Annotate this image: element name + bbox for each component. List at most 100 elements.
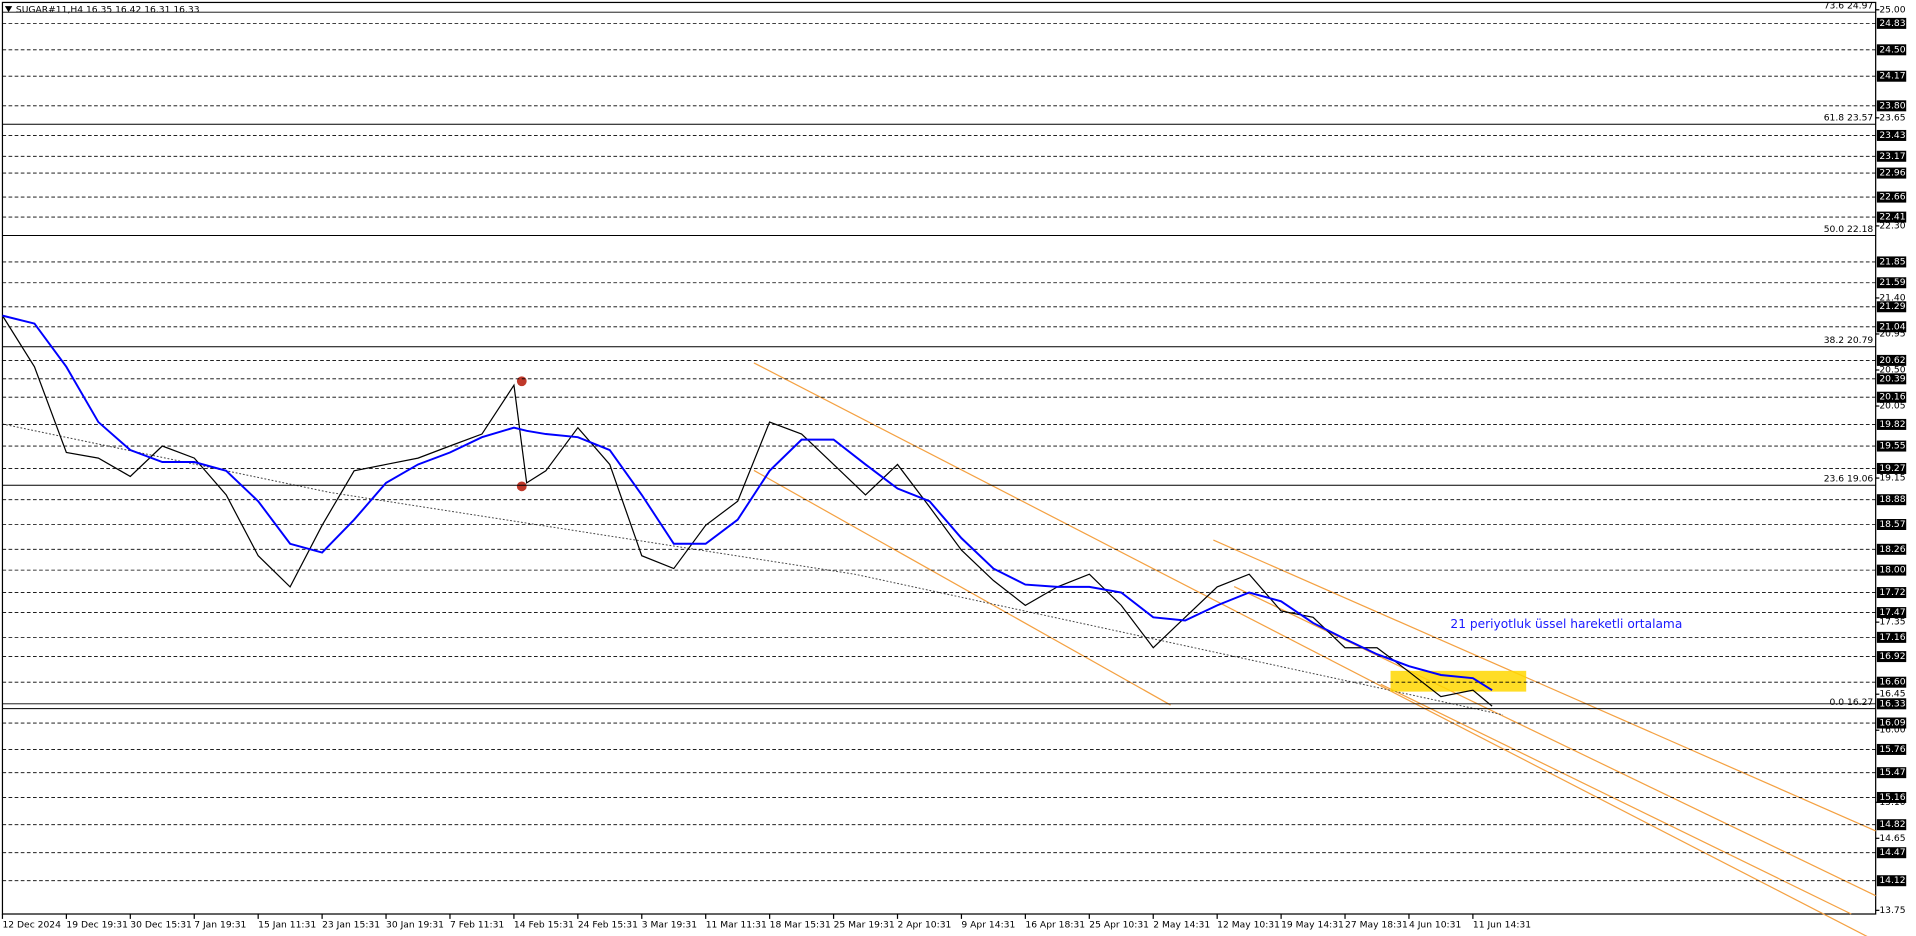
x-tick-label: 2 Apr 10:31 [898, 920, 952, 931]
level-label: 18.26 [1879, 544, 1905, 555]
level-label-box [1876, 44, 1907, 56]
level-label-box [1876, 211, 1907, 223]
fib-label: 73.6 24.97 [1824, 1, 1874, 12]
x-tick-label: 4 Jun 10:31 [1409, 920, 1461, 931]
x-tick-label: 12 Dec 2024 [2, 920, 61, 931]
channel-line [753, 469, 1171, 706]
level-label-box [1876, 767, 1907, 779]
level-label: 19.82 [1879, 419, 1905, 430]
level-label-box [1876, 651, 1907, 663]
level-label: 19.55 [1879, 441, 1905, 452]
x-tick-label: 27 May 18:31 [1345, 920, 1408, 931]
level-label: 18.88 [1879, 494, 1905, 505]
level-label: 18.57 [1879, 519, 1905, 530]
x-tick-label: 30 Jan 19:31 [386, 920, 444, 931]
level-label: 23.43 [1879, 130, 1905, 141]
trend-line [2, 423, 1504, 716]
level-label: 17.16 [1879, 632, 1905, 643]
y-tick-label: 21.40 [1879, 292, 1905, 303]
level-label: 24.17 [1879, 71, 1905, 82]
x-tick-label: 25 Apr 10:31 [1089, 920, 1149, 931]
x-tick-label: 12 May 10:31 [1217, 920, 1280, 931]
level-label-box [1876, 321, 1907, 333]
x-tick-label: 18 Mar 15:31 [770, 920, 831, 931]
level-label-box [1876, 875, 1907, 887]
level-label-box [1876, 277, 1907, 289]
level-label-box [1876, 607, 1907, 619]
marker [516, 481, 527, 492]
menu-icon[interactable] [4, 6, 13, 13]
y-tick-label: 23.65 [1879, 112, 1905, 123]
level-label-box [1876, 391, 1907, 403]
level-label-box [1876, 100, 1907, 112]
last-price-label: 16.33 [1879, 698, 1905, 709]
level-label: 17.72 [1879, 587, 1905, 598]
x-tick-label: 7 Jan 19:31 [194, 920, 246, 931]
x-tick-label: 30 Dec 15:31 [130, 920, 192, 931]
x-tick-label: 3 Mar 19:31 [642, 920, 697, 931]
plot-frame [1, 1, 1877, 915]
fib-label: 61.8 23.57 [1824, 113, 1874, 124]
level-label: 21.04 [1879, 321, 1905, 332]
y-tick-label: 14.65 [1879, 833, 1905, 844]
level-label: 14.12 [1879, 875, 1905, 886]
level-label-box [1876, 150, 1907, 162]
level-label: 24.50 [1879, 44, 1905, 55]
level-label-box [1876, 847, 1907, 859]
level-label-box [1876, 462, 1907, 474]
fib-label: 50.0 22.18 [1824, 224, 1874, 235]
level-label-box [1876, 631, 1907, 643]
last-price-box [1876, 698, 1907, 710]
x-tick-label: 16 Apr 18:31 [1025, 920, 1085, 931]
fib-label: 23.6 19.06 [1824, 474, 1874, 485]
level-label-box [1876, 301, 1907, 313]
chart-title: SUGAR#11,H4 16.35 16.42 16.31 16.33 [16, 4, 200, 15]
x-tick-label: 15 Jan 11:31 [258, 920, 316, 931]
level-label: 23.17 [1879, 151, 1905, 162]
level-label: 24.83 [1879, 18, 1905, 29]
level-label-box [1876, 256, 1907, 268]
level-label: 21.59 [1879, 277, 1905, 288]
level-label-box [1876, 743, 1907, 755]
level-label-box [1876, 494, 1907, 506]
level-label-box [1876, 518, 1907, 530]
level-label-box [1876, 676, 1907, 688]
y-tick-label: 20.95 [1879, 328, 1905, 339]
level-label: 23.80 [1879, 100, 1905, 111]
level-label-box [1876, 191, 1907, 203]
y-tick-label: 13.75 [1879, 905, 1905, 916]
y-tick-label: 25.00 [1879, 4, 1905, 15]
level-label: 15.47 [1879, 767, 1905, 778]
level-label: 15.76 [1879, 744, 1905, 755]
level-label-box [1876, 440, 1907, 452]
x-tick-label: 11 Mar 11:31 [706, 920, 767, 931]
x-tick-label: 25 Mar 19:31 [834, 920, 895, 931]
level-label: 22.66 [1879, 192, 1905, 203]
channel-lines [753, 362, 1876, 936]
level-label: 18.00 [1879, 565, 1905, 576]
x-tick-label: 11 Jun 14:31 [1473, 920, 1531, 931]
x-tick-label: 23 Jan 15:31 [322, 920, 380, 931]
x-tick-label: 14 Feb 15:31 [514, 920, 574, 931]
level-label: 19.27 [1879, 463, 1905, 474]
level-label-box [1876, 418, 1907, 430]
level-label-box [1876, 17, 1907, 29]
level-label: 14.47 [1879, 847, 1905, 858]
level-label: 21.85 [1879, 256, 1905, 267]
level-label-box [1876, 373, 1907, 385]
channel-line [1380, 683, 1852, 915]
y-tick-label: 16.45 [1879, 689, 1905, 700]
level-label-box [1876, 564, 1907, 576]
x-tick-label: 19 May 14:31 [1281, 920, 1344, 931]
level-label: 15.16 [1879, 792, 1905, 803]
level-label-box [1876, 587, 1907, 599]
level-label-box [1876, 70, 1907, 82]
level-label: 20.62 [1879, 355, 1905, 366]
x-tick-label: 24 Feb 15:31 [578, 920, 638, 931]
ema-line [2, 314, 1493, 691]
level-label: 14.82 [1879, 819, 1905, 830]
y-tick-label: 17.35 [1879, 617, 1905, 628]
channel-line [1213, 539, 1876, 832]
level-label: 22.41 [1879, 212, 1905, 223]
